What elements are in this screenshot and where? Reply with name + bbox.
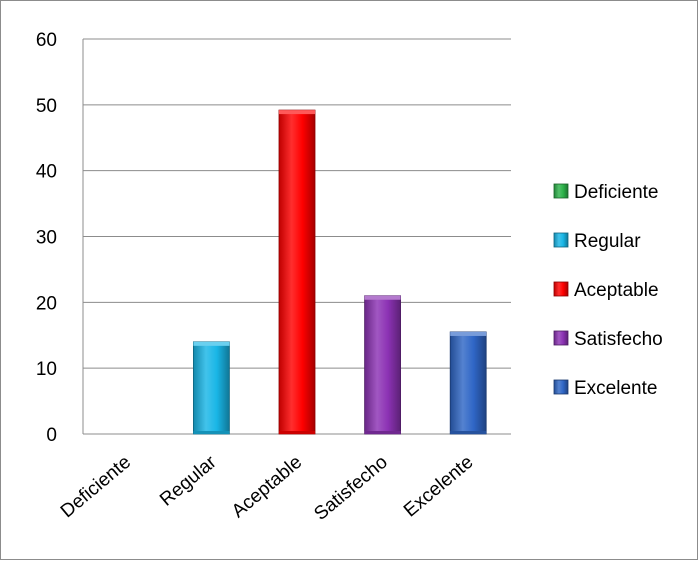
y-tick-labels: 0 10 20 30 40 50 60 <box>36 30 57 446</box>
bars <box>192 109 487 435</box>
x-tick-label: Excelente <box>400 452 477 522</box>
bar-regular <box>192 341 230 435</box>
x-tick-label: Aceptable <box>228 452 306 522</box>
legend-label: Deficiente <box>574 182 659 203</box>
legend-label: Satisfecho <box>574 329 663 350</box>
legend-item-excelente: Excelente <box>553 378 657 399</box>
y-tick-label: 20 <box>36 293 57 314</box>
legend-item-aceptable: Aceptable <box>553 280 659 301</box>
y-tick-label: 30 <box>36 228 57 249</box>
x-tick-label: Deficiente <box>57 452 135 522</box>
bar-aceptable <box>278 109 316 435</box>
legend-swatch <box>553 330 569 346</box>
legend-item-regular: Regular <box>553 231 641 252</box>
y-tick-label: 60 <box>36 30 57 51</box>
legend-swatch <box>553 232 569 248</box>
legend-label: Regular <box>574 231 641 252</box>
legend-swatch <box>553 379 569 395</box>
legend-item-deficiente: Deficiente <box>553 182 659 203</box>
y-tick-label: 50 <box>36 96 57 117</box>
legend-label: Aceptable <box>574 280 659 301</box>
x-tick-labels: Deficiente Regular Aceptable Satisfecho Exce… <box>57 451 478 525</box>
legend-swatch <box>553 183 569 199</box>
legend-item-satisfecho: Satisfecho <box>553 329 663 350</box>
legend-label: Excelente <box>574 378 657 399</box>
y-tick-label: 40 <box>36 162 57 183</box>
y-tick-label: 10 <box>36 359 57 380</box>
x-tick-label: Satisfecho <box>310 452 391 525</box>
x-tick-label: Regular <box>156 451 221 510</box>
bar-satisfecho <box>364 295 402 435</box>
legend-swatch <box>553 281 569 297</box>
legend: Deficiente Regular Aceptable Satisfecho Exce… <box>553 182 663 399</box>
y-tick-label: 0 <box>46 425 57 446</box>
bar-excelente <box>449 331 487 435</box>
